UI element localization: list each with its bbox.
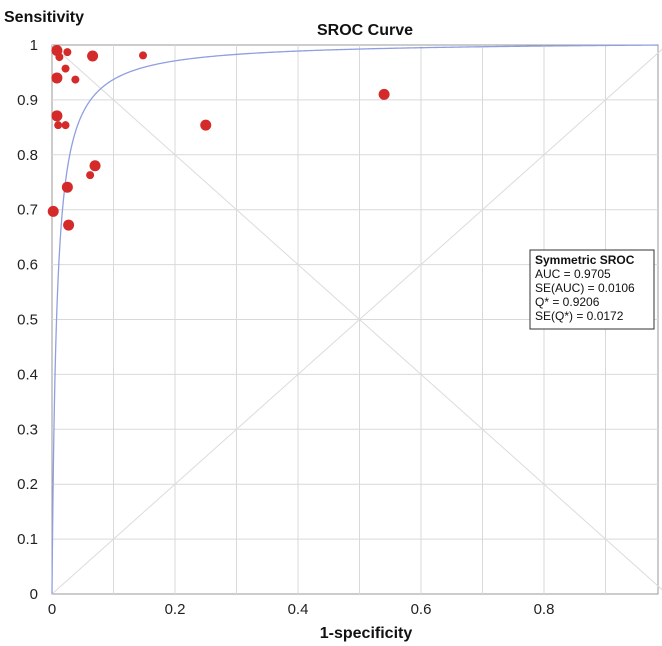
study-point — [54, 121, 63, 130]
y-tick-label: 0.7 — [17, 202, 38, 219]
x-axis-title: 1-specificity — [320, 625, 413, 642]
study-point — [61, 121, 70, 130]
sroc-curve — [51, 44, 659, 594]
y-tick-label: 0 — [30, 586, 38, 603]
study-points — [47, 44, 390, 231]
reference-diagonals — [51, 44, 662, 595]
study-point — [63, 48, 72, 57]
y-tick-label: 0.8 — [17, 147, 38, 164]
study-point — [139, 51, 148, 60]
legend-q-star: Q* = 0.9206 — [535, 295, 600, 309]
y-tick-label: 0.3 — [17, 421, 38, 438]
tick-labels: 0 0.1 0.2 0.3 0.4 0.5 0.6 0.7 0.8 0.9 1 0 0.2 0.4 0.6 0… — [17, 37, 554, 618]
study-point — [86, 171, 95, 180]
x-tick-label: 0 — [48, 601, 56, 618]
legend-se-q-star: SE(Q*) = 0.0172 — [535, 309, 624, 323]
sroc-curve-layer — [51, 44, 659, 594]
y-tick-label: 0.5 — [17, 312, 38, 329]
chart-title: SROC Curve — [317, 22, 413, 39]
study-point — [61, 64, 70, 73]
legend-se-auc: SE(AUC) = 0.0106 — [535, 281, 635, 295]
study-point — [51, 72, 63, 84]
x-tick-label: 0.2 — [165, 601, 186, 618]
study-point — [200, 119, 212, 131]
study-point — [87, 50, 99, 62]
study-point — [47, 205, 59, 217]
legend-auc: AUC = 0.9705 — [535, 267, 611, 281]
study-point — [51, 110, 63, 122]
q-star-diagonal — [51, 44, 662, 591]
study-point — [61, 181, 73, 193]
study-point — [378, 88, 390, 100]
x-tick-label: 0.6 — [411, 601, 432, 618]
y-axis-title: Sensitivity — [4, 9, 84, 26]
y-tick-label: 0.9 — [17, 92, 38, 109]
x-tick-label: 0.8 — [534, 601, 555, 618]
study-point — [63, 219, 75, 231]
y-tick-label: 0.4 — [17, 366, 38, 383]
x-tick-label: 0.4 — [288, 601, 309, 618]
study-point — [71, 75, 80, 84]
study-point — [55, 53, 64, 62]
y-tick-label: 0.6 — [17, 257, 38, 274]
y-tick-label: 0.1 — [17, 531, 38, 548]
legend: Symmetric SROC AUC = 0.9705 SE(AUC) = 0.… — [529, 249, 655, 330]
legend-box — [529, 249, 655, 330]
study-point — [89, 160, 101, 172]
y-tick-label: 1 — [30, 37, 38, 54]
y-tick-label: 0.2 — [17, 476, 38, 493]
legend-title: Symmetric SROC — [535, 253, 635, 267]
